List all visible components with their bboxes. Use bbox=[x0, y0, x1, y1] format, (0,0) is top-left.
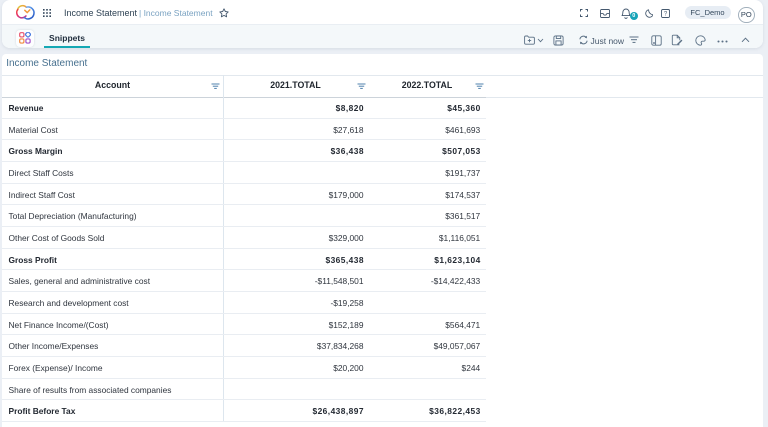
svg-text:?: ? bbox=[663, 11, 667, 17]
